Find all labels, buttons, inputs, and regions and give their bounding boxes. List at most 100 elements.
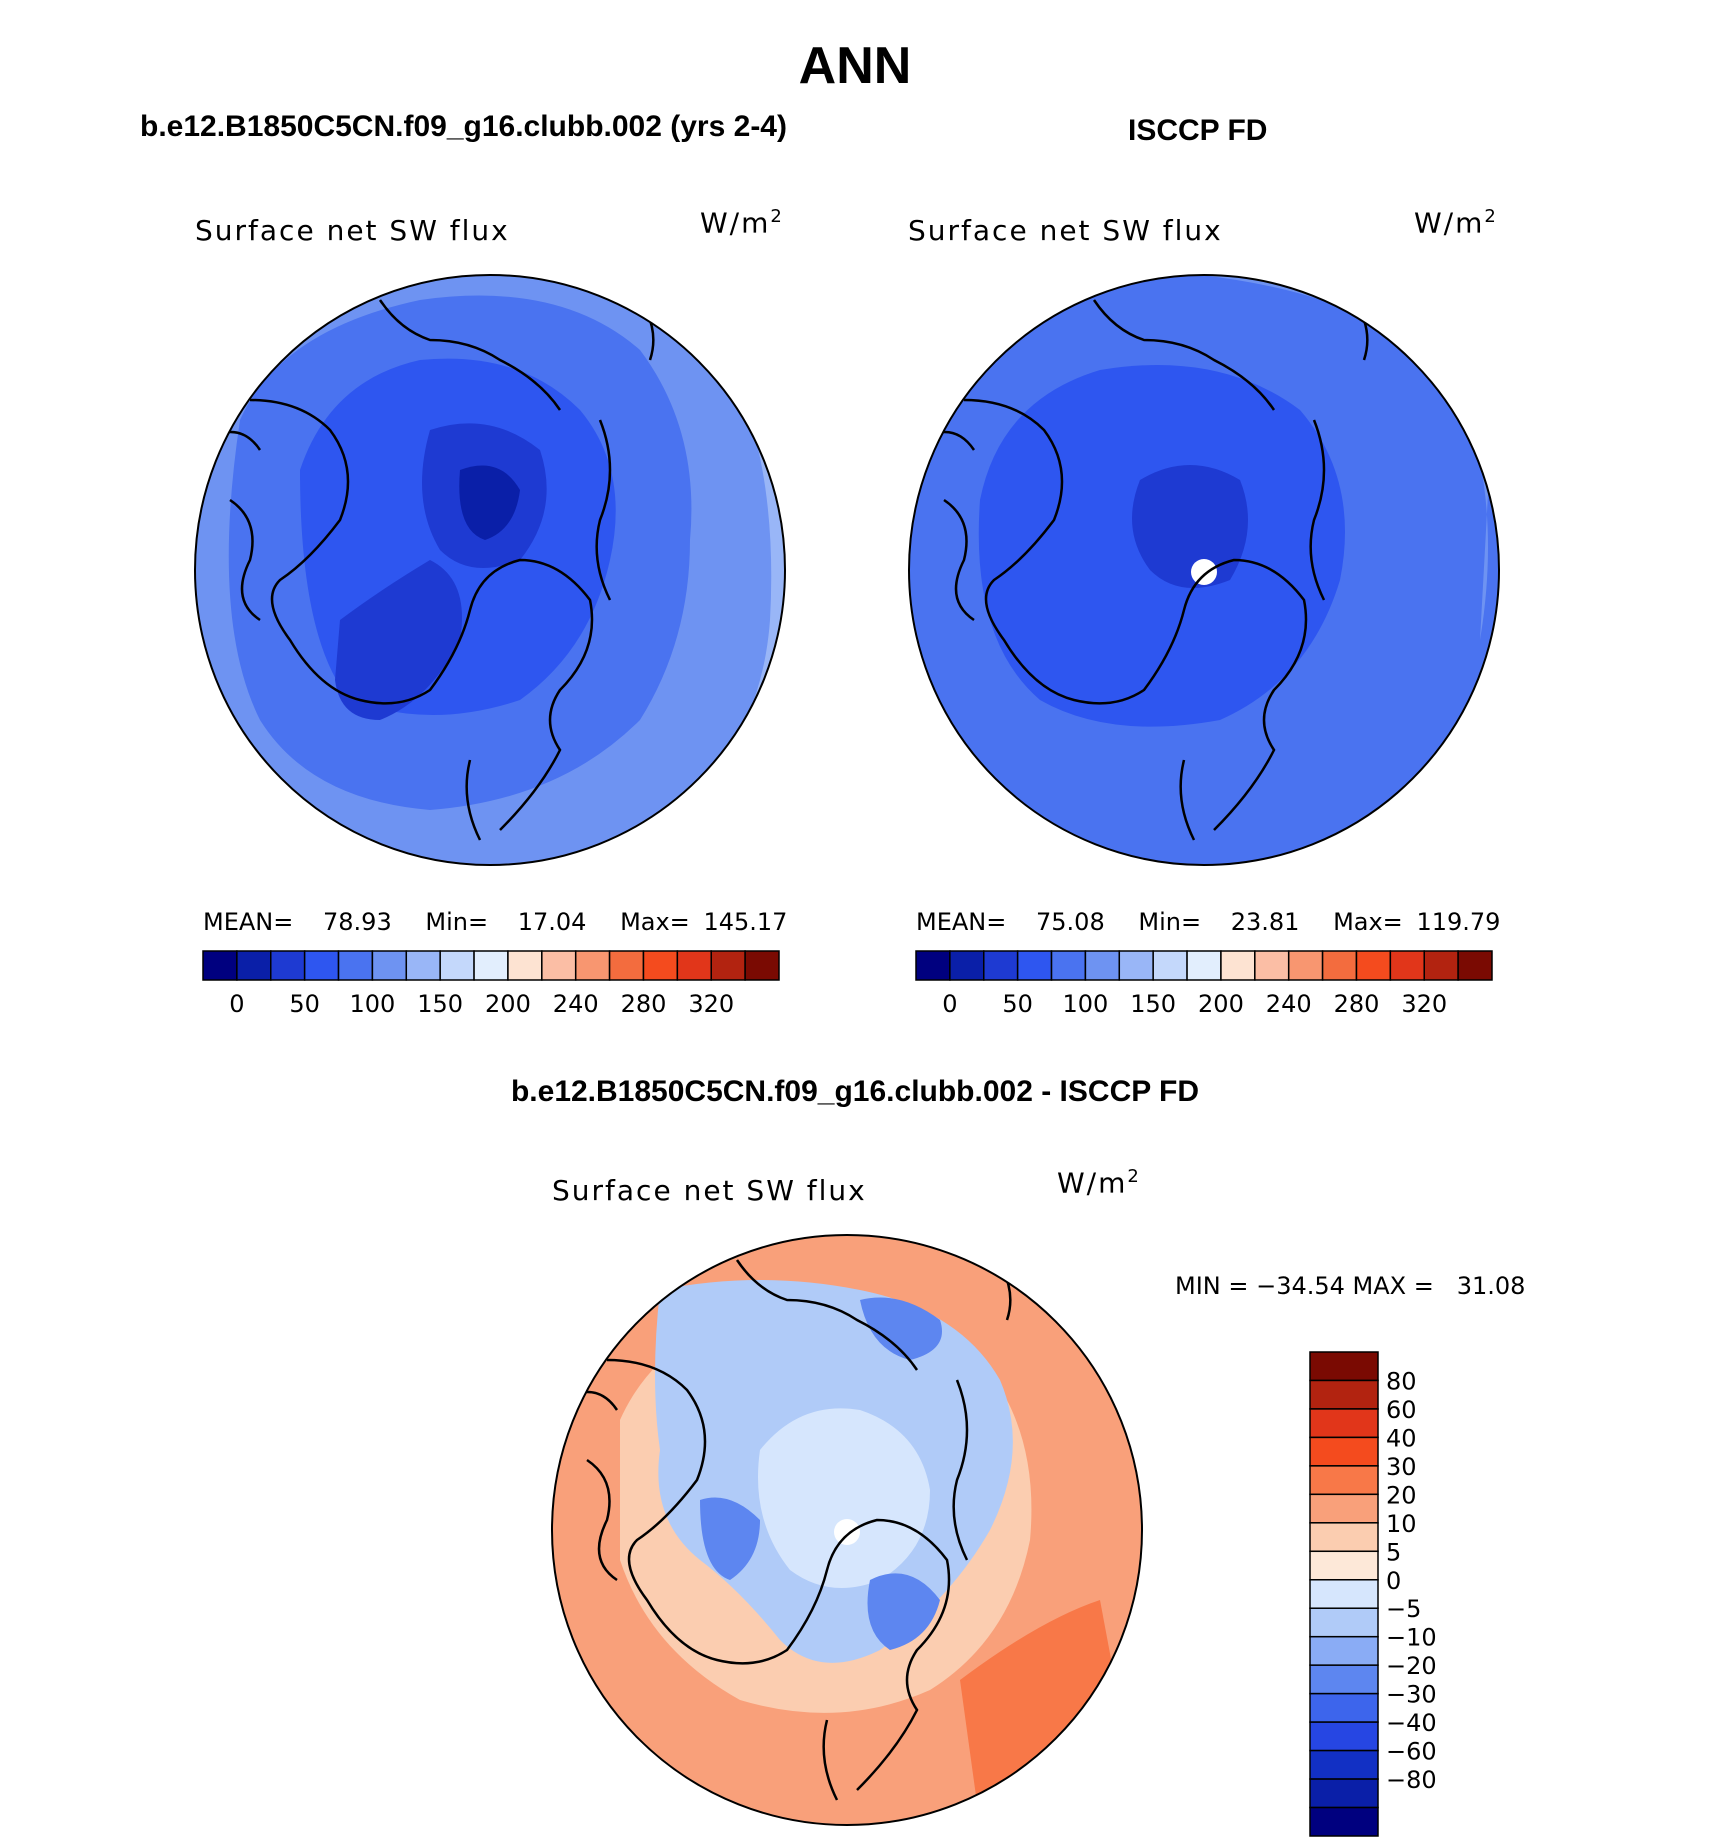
diff-colorbar-swatch	[1309, 1408, 1379, 1439]
colorbars: 0 50 100 150 200 240 280 320 0 50 100 150 200 240 280 3…	[202, 950, 1493, 1837]
left-units-label: W/m2	[700, 206, 784, 239]
diff-variable-label: Surface net SW flux	[552, 1174, 867, 1207]
right-colorbar-label: 0	[942, 990, 957, 1018]
left-colorbar-swatch	[303, 950, 340, 981]
right-colorbar-label: 200	[1198, 990, 1244, 1018]
right-colorbar-swatch	[1457, 950, 1493, 981]
diff-polar-map	[551, 1234, 1143, 1826]
left-min-label: Min=	[425, 908, 489, 936]
right-colorbar-swatch	[949, 950, 985, 981]
right-colorbar-label: 280	[1334, 990, 1380, 1018]
diff-colorbar-swatch	[1309, 1721, 1379, 1752]
left-map-border	[194, 274, 786, 866]
left-colorbar-swatch	[371, 950, 408, 981]
diff-panel-title: b.e12.B1850C5CN.f09_g16.clubb.002 - ISCC…	[510, 1075, 1200, 1108]
right-pole-hole	[1191, 559, 1217, 585]
right-max-label: Max=	[1333, 908, 1403, 936]
diff-colorbar-swatch	[1309, 1607, 1379, 1638]
right-polar-map	[908, 274, 1500, 866]
right-colorbar-swatch	[1321, 950, 1358, 981]
diff-colorbar-swatch	[1309, 1635, 1379, 1666]
right-colorbar-label: 320	[1401, 990, 1447, 1018]
left-colorbar-swatch	[236, 950, 272, 981]
right-mean-label: MEAN=	[916, 908, 1007, 936]
right-colorbar-label: 100	[1063, 990, 1109, 1018]
left-colorbar-swatch	[574, 950, 611, 981]
diff-colorbar-swatch	[1309, 1465, 1379, 1496]
diff-colorbar-label: −20	[1386, 1652, 1437, 1680]
left-colorbar-label: 100	[350, 990, 396, 1018]
left-max-value: 145.17	[703, 908, 788, 936]
diff-colorbar-label: 30	[1386, 1453, 1417, 1481]
left-colorbar-label: 50	[289, 990, 320, 1018]
right-colorbar-swatch	[1016, 950, 1053, 981]
right-colorbar-swatch	[1423, 950, 1459, 981]
right-colorbar-swatch	[983, 950, 1019, 981]
diff-colorbar-swatch	[1309, 1579, 1379, 1609]
diff-map-border	[551, 1234, 1143, 1826]
left-colorbar-label: 0	[229, 990, 244, 1018]
diff-colorbar-label: −10	[1386, 1624, 1437, 1652]
right-colorbar-swatch	[915, 950, 951, 981]
right-stats: MEAN= 75.08 Min= 23.81 Max= 119.79	[916, 908, 1500, 936]
diff-colorbar-label: 80	[1386, 1367, 1417, 1395]
right-units-text: W/m	[1414, 206, 1485, 240]
right-coastlines	[918, 299, 1369, 841]
diff-colorbar-label: 20	[1386, 1481, 1417, 1509]
left-colorbar-label: 280	[621, 990, 667, 1018]
diff-colorbar-swatch	[1309, 1436, 1379, 1467]
left-colorbar-swatch	[270, 950, 306, 981]
left-pole-core	[459, 465, 520, 540]
diff-colorbar-swatch	[1309, 1493, 1379, 1524]
right-colorbar-swatch	[1118, 950, 1154, 981]
diff-colorbar-label: −40	[1386, 1709, 1437, 1737]
right-min-value: 23.81	[1230, 908, 1300, 936]
diff-minmax: MIN = −34.54 MAX = 31.08	[1175, 1272, 1526, 1300]
left-colorbar-label: 320	[688, 990, 734, 1018]
right-colorbar-swatch	[1389, 950, 1425, 981]
diff-cool-patches	[700, 1297, 942, 1650]
page-title: ANN	[798, 37, 912, 95]
diff-colorbar-label: 40	[1386, 1424, 1417, 1452]
diff-colorbar-swatch	[1309, 1692, 1379, 1723]
diff-colorbar-label: −60	[1386, 1738, 1437, 1766]
right-colorbar-swatch	[1220, 950, 1256, 981]
right-variable-label: Surface net SW flux	[908, 214, 1223, 247]
right-colorbar-label: 150	[1130, 990, 1176, 1018]
diff-colorbar-swatch	[1309, 1550, 1379, 1581]
left-colorbar-swatch	[710, 950, 746, 981]
left-colorbar-label: 240	[553, 990, 599, 1018]
right-colorbar-swatch	[1084, 950, 1121, 981]
left-coastlines	[204, 299, 655, 841]
left-variable-label: Surface net SW flux	[195, 214, 510, 247]
left-colorbar-swatch	[473, 950, 509, 981]
left-min-value: 17.04	[517, 908, 587, 936]
left-colorbar-swatch	[507, 950, 543, 981]
right-units-superscript: 2	[1484, 206, 1498, 227]
right-panel-title: ISCCP FD	[1128, 114, 1268, 147]
diff-colorbar-label: 10	[1386, 1510, 1417, 1538]
diff-colorbar-label: 5	[1386, 1538, 1401, 1566]
diff-colorbar-label: −30	[1386, 1681, 1437, 1709]
left-colorbar-swatch	[337, 950, 374, 981]
right-colorbar-swatch	[1287, 950, 1324, 981]
diff-colorbar-swatch	[1309, 1351, 1379, 1382]
right-min-label: Min=	[1138, 908, 1202, 936]
right-map-border	[908, 274, 1500, 866]
right-mean-value: 75.08	[1036, 908, 1105, 936]
diff-near-zero	[758, 1408, 930, 1588]
diff-coastlines	[561, 1259, 1012, 1801]
left-panel-title: b.e12.B1850C5CN.f09_g16.clubb.002 (yrs 2…	[140, 110, 787, 143]
diff-colorbar-label: −5	[1386, 1595, 1421, 1623]
diff-colorbar-swatch	[1309, 1806, 1379, 1837]
right-core-fill	[1132, 465, 1248, 588]
left-greenland-fill	[335, 560, 462, 720]
left-colorbar-swatch	[744, 950, 780, 981]
diff-colorbar-label: 0	[1386, 1567, 1401, 1595]
diff-colorbar-label: 60	[1386, 1396, 1417, 1424]
diff-pole-hole	[834, 1519, 860, 1545]
diff-colorbar-swatch	[1309, 1522, 1379, 1553]
right-max-value: 119.79	[1416, 908, 1501, 936]
